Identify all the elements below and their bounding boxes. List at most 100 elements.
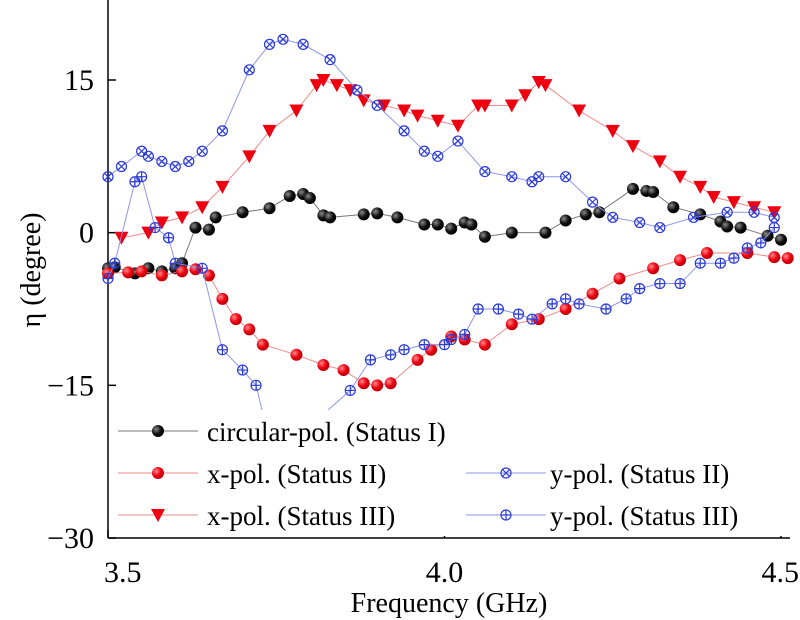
data-point xyxy=(533,171,545,183)
data-point xyxy=(586,287,599,300)
data-point xyxy=(479,166,491,178)
data-point xyxy=(196,262,208,274)
data-point xyxy=(290,348,303,361)
data-point xyxy=(600,303,612,315)
data-point xyxy=(518,89,533,103)
data-point xyxy=(115,160,128,173)
data-point xyxy=(384,377,397,390)
x-tick-label: 3.5 xyxy=(104,556,142,589)
data-point xyxy=(141,226,156,240)
data-point xyxy=(560,293,572,305)
data-point xyxy=(572,104,587,118)
data-point xyxy=(734,221,747,234)
series-layer xyxy=(102,33,794,458)
data-point xyxy=(236,206,249,219)
data-point xyxy=(620,293,632,305)
data-point xyxy=(183,155,195,168)
data-point xyxy=(189,263,202,276)
data-point xyxy=(538,79,553,93)
data-point xyxy=(176,265,189,278)
x-tick-label: 4.0 xyxy=(426,556,464,589)
data-point xyxy=(329,79,344,93)
data-point xyxy=(634,216,646,229)
data-point xyxy=(102,171,114,183)
data-point xyxy=(297,38,309,50)
data-point xyxy=(418,145,430,157)
series-line xyxy=(107,175,775,453)
data-point xyxy=(654,277,666,290)
data-point xyxy=(579,208,592,221)
data-point xyxy=(411,353,424,366)
legend-label: y-pol. (Status II) xyxy=(550,459,729,489)
data-point xyxy=(250,379,262,391)
data-point xyxy=(625,140,640,154)
data-point xyxy=(652,155,667,169)
data-point xyxy=(418,339,430,351)
data-point xyxy=(262,124,277,138)
data-point xyxy=(450,119,465,133)
data-point xyxy=(694,257,706,269)
data-point xyxy=(162,232,175,244)
data-point xyxy=(357,377,370,390)
data-point xyxy=(397,104,412,118)
legend-marker xyxy=(500,467,512,479)
data-point xyxy=(741,242,753,254)
data-point xyxy=(445,333,457,346)
y-tick-label: −15 xyxy=(47,369,94,402)
data-point xyxy=(243,64,255,76)
data-point xyxy=(431,218,444,231)
data-point xyxy=(459,328,471,341)
data-point xyxy=(573,298,585,310)
data-point xyxy=(263,38,276,50)
data-point xyxy=(539,226,552,239)
legend-entry: x-pol. (Status III) xyxy=(112,494,462,536)
data-point xyxy=(317,358,330,371)
data-point xyxy=(613,272,626,285)
data-point xyxy=(700,247,713,260)
data-point xyxy=(385,349,397,361)
data-point xyxy=(505,226,518,239)
data-point xyxy=(748,206,760,218)
data-point xyxy=(654,221,666,234)
data-point xyxy=(721,206,733,218)
data-point xyxy=(364,354,377,366)
legend-entry: circular-pol. (Status I) xyxy=(112,410,524,452)
data-point xyxy=(371,99,383,112)
series-3 xyxy=(102,33,780,234)
data-point xyxy=(694,208,707,221)
legend-marker xyxy=(151,509,165,522)
data-point xyxy=(768,251,781,264)
data-point xyxy=(136,145,148,157)
legend: circular-pol. (Status I) x-pol. (Status I… xyxy=(112,410,798,536)
data-point xyxy=(593,206,606,219)
data-point xyxy=(559,214,572,227)
series-0 xyxy=(102,182,787,280)
data-point xyxy=(693,180,708,194)
data-point xyxy=(196,145,208,157)
data-point xyxy=(526,176,538,188)
data-point xyxy=(559,303,572,315)
data-point xyxy=(768,221,780,234)
data-point xyxy=(706,191,721,205)
data-point xyxy=(114,231,129,245)
data-point xyxy=(398,344,410,356)
data-point xyxy=(418,218,431,231)
legend-entry: x-pol. (Status II) xyxy=(112,452,450,494)
data-point xyxy=(687,211,700,223)
x-axis-label: Frequency (GHz) xyxy=(351,588,548,619)
data-point xyxy=(607,211,619,223)
data-point xyxy=(667,201,680,214)
data-point xyxy=(122,266,135,279)
data-point xyxy=(626,182,639,195)
data-point xyxy=(136,171,148,183)
legend-marker xyxy=(500,509,512,521)
data-point xyxy=(156,155,168,168)
data-point xyxy=(102,272,114,285)
data-point xyxy=(356,94,371,108)
data-point xyxy=(209,211,222,224)
data-point xyxy=(445,222,458,235)
data-point xyxy=(216,292,229,305)
data-point xyxy=(351,84,363,96)
data-point xyxy=(492,303,504,315)
